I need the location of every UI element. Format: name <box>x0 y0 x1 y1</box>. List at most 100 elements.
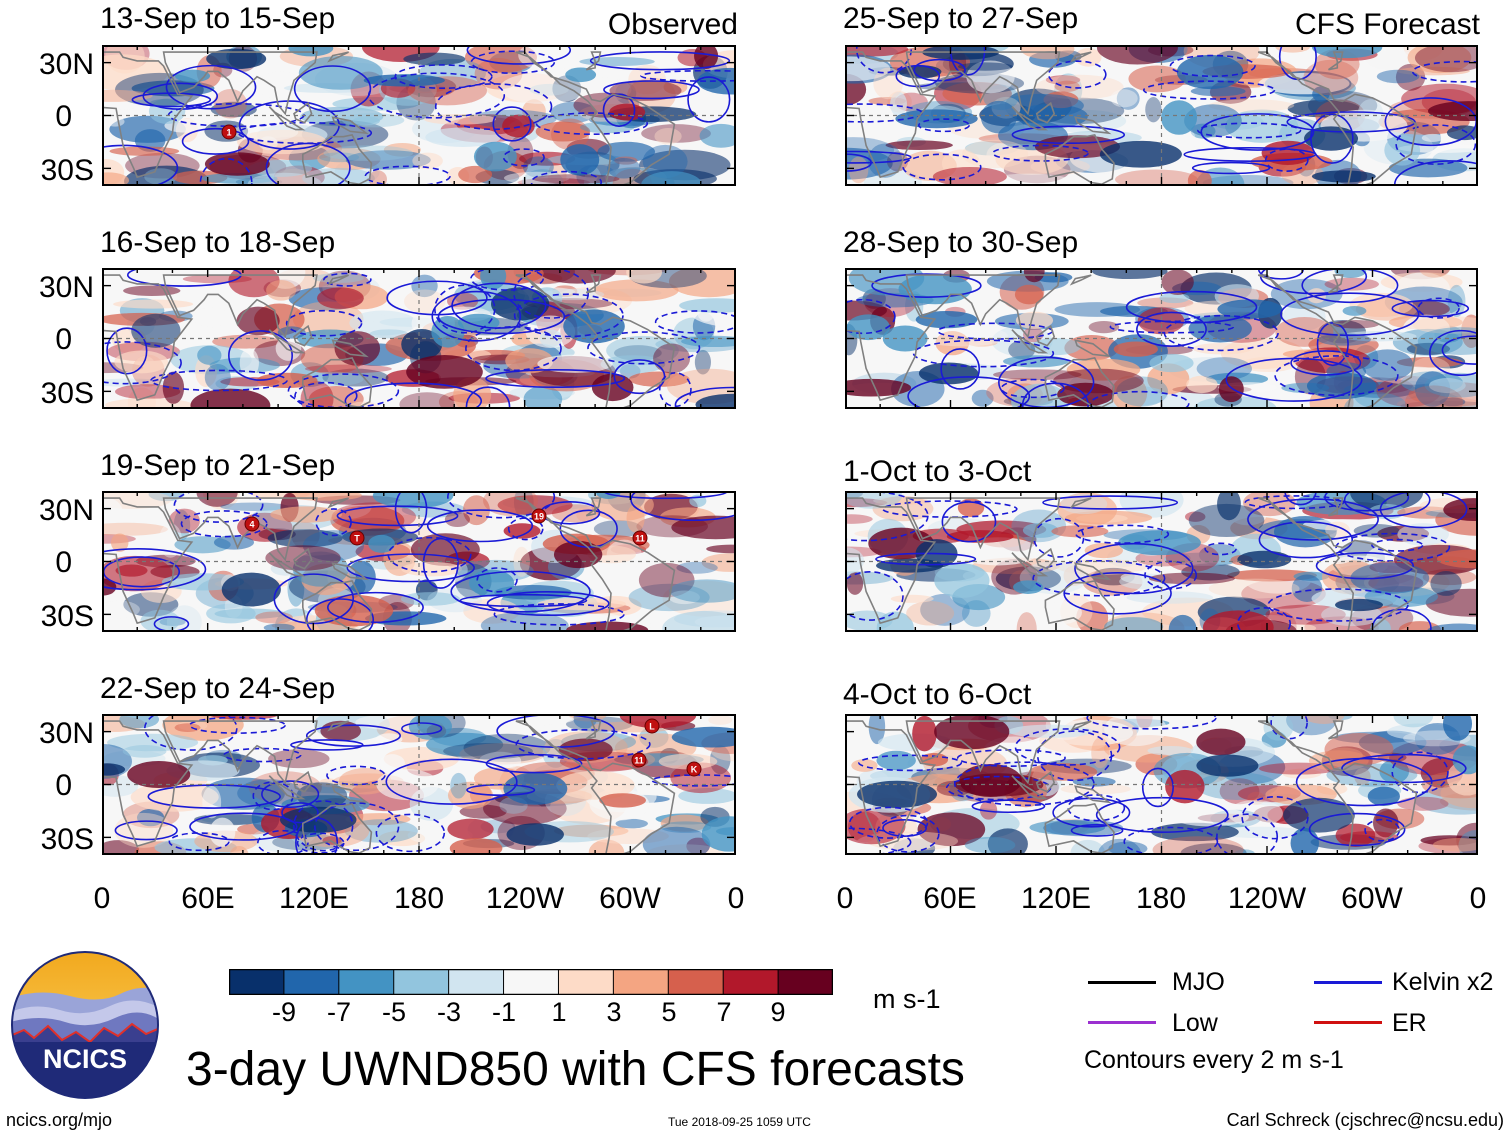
anomaly-shading <box>232 122 299 142</box>
anomaly-shading <box>662 610 736 632</box>
kelvin-contour <box>1125 290 1258 324</box>
kelvin-contour <box>323 272 372 287</box>
kelvin-contour <box>295 817 339 855</box>
anomaly-shading <box>363 74 445 87</box>
colorbar-swatch <box>393 969 450 995</box>
anomaly-shading <box>1115 169 1198 186</box>
anomaly-shading <box>1007 724 1094 738</box>
kelvin-contour <box>845 150 912 164</box>
kelvin-contour <box>1042 495 1179 510</box>
kelvin-contour <box>437 298 566 335</box>
colorbar-swatch <box>503 969 559 995</box>
kelvin-contour <box>603 80 700 100</box>
anomaly-shading <box>1014 284 1044 305</box>
anomaly-shading <box>993 369 1082 381</box>
kelvin-contour <box>281 802 319 824</box>
kelvin-contour <box>257 829 309 855</box>
anomaly-shading <box>1458 830 1478 855</box>
anomaly-shading <box>298 55 383 90</box>
coastline <box>1035 547 1056 570</box>
colorbar-tick: -1 <box>491 997 516 1027</box>
panel-title-fcst-3: 1-Oct to 3-Oct <box>843 455 1032 488</box>
anomaly-shading <box>270 561 301 576</box>
coastline <box>1069 720 1092 732</box>
anomaly-shading <box>1159 292 1190 304</box>
colorbar-tick: 1 <box>551 997 567 1027</box>
kelvin-contour <box>1417 297 1460 319</box>
storm-marker-label: K <box>691 765 698 775</box>
anomaly-shading <box>521 169 564 186</box>
anomaly-shading <box>885 140 953 151</box>
anomaly-shading <box>368 170 387 186</box>
anomaly-shading <box>401 329 443 360</box>
anomaly-shading <box>959 763 1022 798</box>
anomaly-shading <box>609 80 682 101</box>
coastline <box>1035 770 1056 793</box>
anomaly-shading <box>102 763 126 776</box>
anomaly-shading <box>671 515 736 540</box>
anomaly-shading <box>110 533 129 552</box>
kelvin-contour <box>1067 794 1126 822</box>
kelvin-contour <box>674 386 736 409</box>
anomaly-shading <box>109 146 180 156</box>
anomaly-shading <box>1395 63 1426 91</box>
anomaly-shading <box>1145 96 1162 123</box>
anomaly-shading <box>701 816 736 852</box>
storm-marker-label: 11 <box>634 756 644 766</box>
kelvin-contour <box>344 382 483 409</box>
map-panel-forecast-1 <box>845 45 1478 186</box>
anomaly-shading <box>1452 745 1478 775</box>
colorbar-tick: -3 <box>436 997 461 1027</box>
anomaly-shading <box>517 177 590 186</box>
kelvin-contour <box>1341 753 1467 784</box>
storm-marker: K <box>686 761 702 777</box>
lat-label-30n-2: 30N <box>38 271 94 304</box>
anomaly-shading <box>845 56 891 82</box>
kelvin-contour <box>912 339 1055 368</box>
anomaly-shading <box>946 530 1014 543</box>
storm-marker: 19 <box>531 508 547 524</box>
anomaly-shading <box>280 806 357 833</box>
lat-label-30s-1: 30S <box>40 154 94 187</box>
anomaly-shading <box>268 749 330 769</box>
main-title: 3-day UWND850 with CFS forecasts <box>186 1043 965 1096</box>
colorbar-tick: -7 <box>326 997 351 1027</box>
lat-label-eq-2: 0 <box>55 323 72 356</box>
anomaly-shading <box>408 714 453 740</box>
legend-er-label: ER <box>1392 1009 1427 1037</box>
anomaly-shading <box>1237 550 1292 569</box>
kelvin-contour <box>106 327 148 375</box>
kelvin-contour <box>602 93 636 127</box>
anomaly-shading <box>102 89 153 102</box>
lat-label-30n-4: 30N <box>38 717 94 750</box>
kelvin-contour <box>131 92 212 108</box>
anomaly-shading <box>971 389 994 407</box>
kelvin-contour <box>855 45 913 74</box>
anomaly-shading <box>912 715 937 752</box>
lat-label-eq-4: 0 <box>55 769 72 802</box>
anomaly-shading <box>906 601 955 626</box>
map-panel-observed-2 <box>102 268 736 409</box>
kelvin-contour <box>1169 54 1256 78</box>
kelvin-contour <box>1411 60 1478 83</box>
anomaly-shading <box>845 491 863 500</box>
anomaly-shading <box>209 817 236 847</box>
kelvin-contour <box>1308 812 1406 847</box>
coastline <box>1069 497 1092 509</box>
kelvin-contour <box>327 591 424 624</box>
anomaly-shading <box>1447 284 1466 318</box>
anomaly-shading <box>708 714 733 725</box>
storm-marker-label: 11 <box>635 534 645 544</box>
anomaly-shading <box>1194 396 1277 409</box>
anomaly-shading <box>668 590 700 605</box>
anomaly-shading <box>202 786 222 819</box>
anomaly-shading <box>304 364 392 374</box>
coastline <box>1074 116 1112 135</box>
kelvin-contour <box>845 571 904 621</box>
kelvin-contour <box>1086 714 1217 730</box>
anomaly-shading <box>615 818 648 829</box>
kelvin-contour <box>485 368 626 389</box>
anomaly-shading <box>961 600 991 627</box>
kelvin-contour <box>1429 329 1478 377</box>
anomaly-shading <box>1376 69 1420 84</box>
